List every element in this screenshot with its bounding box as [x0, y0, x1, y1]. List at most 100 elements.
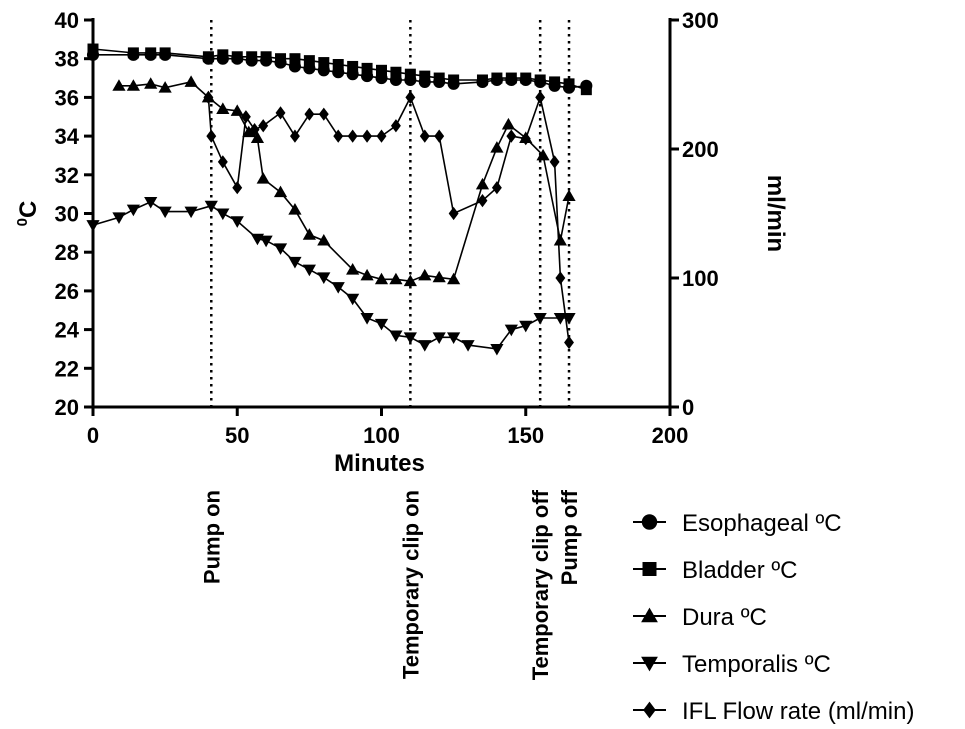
data-point: [389, 330, 403, 343]
data-point: [126, 79, 140, 91]
data-point: [232, 181, 243, 195]
data-point: [87, 43, 99, 55]
data-point: [260, 51, 272, 63]
legend-item: Bladder ºC: [633, 557, 798, 584]
data-point: [231, 51, 243, 63]
data-point: [553, 313, 567, 325]
data-point: [249, 123, 260, 137]
data-point: [374, 318, 389, 331]
data-point: [404, 68, 416, 80]
data-point: [432, 332, 446, 344]
data-point: [562, 189, 576, 202]
event-label: Temporary clip off: [528, 489, 553, 680]
data-point: [505, 72, 517, 84]
data-point: [318, 57, 330, 69]
data-point: [290, 129, 300, 143]
data-point: [564, 335, 574, 350]
data-point: [203, 90, 214, 104]
data-point: [563, 78, 575, 90]
data-point: [475, 177, 490, 190]
series-diamond: [203, 90, 574, 350]
data-point: [216, 102, 230, 114]
data-point: [127, 47, 139, 59]
data-point: [288, 256, 302, 269]
data-point: [332, 59, 344, 71]
data-point: [317, 233, 331, 246]
data-point: [303, 55, 315, 67]
data-point: [477, 194, 488, 208]
data-point: [461, 340, 475, 352]
legend-swatch-marker: [643, 701, 656, 719]
data-point: [491, 181, 502, 195]
y-right-tick-label: 200: [682, 137, 719, 162]
data-point: [534, 74, 546, 86]
data-point: [206, 129, 217, 143]
data-point: [432, 270, 446, 283]
y-left-tick-label: 38: [55, 47, 79, 72]
data-point: [491, 72, 503, 84]
data-point: [490, 344, 504, 356]
data-point: [216, 208, 230, 221]
y-left-tick-label: 34: [55, 124, 80, 149]
data-point: [390, 66, 402, 78]
data-point: [376, 129, 387, 143]
data-point: [184, 206, 198, 219]
data-point: [333, 129, 344, 143]
data-point: [360, 313, 374, 325]
data-point: [346, 263, 360, 275]
data-point: [302, 228, 316, 240]
data-point: [476, 74, 488, 86]
event-label: Pump on: [199, 490, 224, 584]
data-point: [374, 272, 389, 285]
data-point: [389, 272, 403, 285]
data-point: [346, 293, 360, 306]
data-point: [362, 129, 373, 143]
data-point: [144, 77, 158, 89]
series-square: [87, 43, 592, 96]
data-point: [447, 272, 461, 285]
legend-swatch-marker: [641, 514, 658, 530]
data-point: [448, 74, 460, 86]
data-point: [242, 125, 256, 138]
data-point: [434, 129, 445, 143]
data-point: [258, 119, 269, 133]
data-point: [256, 172, 270, 184]
y-left-tick-label: 24: [55, 318, 80, 343]
data-point: [403, 332, 417, 344]
data-point: [361, 62, 373, 74]
data-point: [158, 206, 172, 219]
data-point: [490, 141, 504, 153]
data-point: [289, 53, 301, 65]
data-point: [184, 75, 198, 87]
data-point: [275, 106, 286, 120]
data-point: [158, 81, 172, 93]
data-point: [288, 203, 302, 215]
data-point: [317, 272, 331, 284]
data-point: [501, 117, 516, 130]
data-point: [347, 60, 359, 72]
data-point: [230, 104, 244, 116]
data-point: [549, 155, 560, 169]
data-point: [159, 47, 171, 59]
data-point: [204, 200, 218, 213]
data-point: [533, 313, 547, 325]
legend-item: Temporalis ºC: [633, 651, 831, 678]
series-triangle-up: [112, 75, 576, 287]
series-line: [92, 200, 569, 350]
data-point: [418, 340, 432, 352]
legend-item: Dura ºC: [633, 604, 767, 631]
y-right-axis-title: ml/min: [762, 175, 789, 252]
event-label: Pump off: [557, 489, 582, 585]
data-point: [376, 64, 387, 76]
y-left-axis-title-superscript: 0: [14, 218, 31, 226]
x-axis-title: Minutes: [334, 450, 425, 477]
data-point: [126, 204, 140, 217]
series-line: [119, 81, 570, 283]
data-point: [331, 282, 345, 294]
data-point: [519, 320, 533, 333]
y-left-tick-label: 36: [55, 85, 79, 110]
data-point: [259, 235, 273, 248]
data-point: [112, 212, 126, 224]
data-point: [230, 216, 244, 228]
legend-item: IFL Flow rate (ml/min): [633, 698, 914, 725]
